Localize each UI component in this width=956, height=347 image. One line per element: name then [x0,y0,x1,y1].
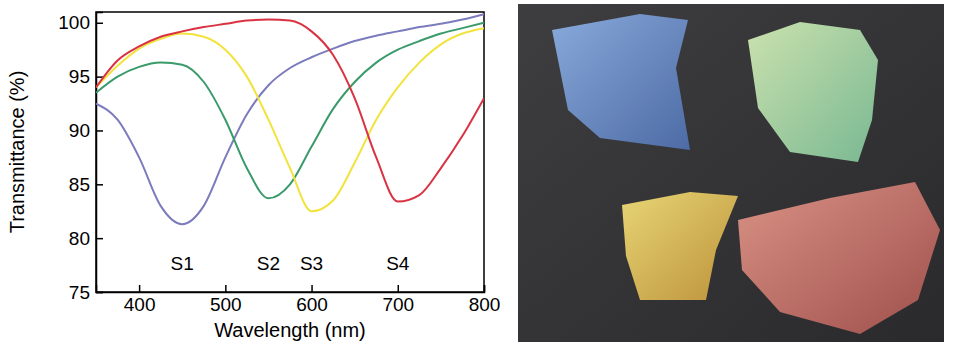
y-axis-title: Transmittance (%) [6,71,28,234]
y-tick: 100 [58,12,103,33]
x-tick-label: 600 [296,294,328,315]
photo [518,4,944,342]
x-axis: 400 500 600 700 800 [97,285,501,315]
y-tick: 90 [69,120,103,141]
plot-frame [96,12,484,292]
y-tick-mark [96,184,103,186]
series-label: S2 [257,253,280,274]
series-label: S4 [386,253,410,274]
x-tick-label: 700 [382,294,414,315]
x-tick-mark [484,285,486,292]
y-tick-label: 90 [69,120,90,141]
x-tick-label: 800 [469,294,501,315]
x-tick-mark [139,285,141,292]
y-tick-label: 75 [69,282,90,303]
fragment-red [738,182,940,334]
plot-area [96,14,484,224]
photo-background [518,4,944,342]
x-tick: 500 [210,285,242,315]
x-tick: 800 [469,285,501,315]
y-tick: 80 [69,228,103,249]
chart-svg: 400 500 600 700 800 75 80 85 90 95 100 Wavelength (… [0,0,956,347]
x-tick: 400 [124,285,156,315]
x-tick: 600 [296,285,328,315]
fragment-yellow [622,192,738,300]
x-axis-line [97,285,485,293]
y-tick-mark [96,23,103,25]
fragment-blue [552,14,690,150]
series-label: S1 [171,253,194,274]
series-line [96,28,484,211]
y-tick-label: 85 [69,174,90,195]
x-tick-mark [398,285,400,292]
y-tick-label: 100 [58,12,90,33]
y-tick-mark [96,238,103,240]
x-tick-mark [311,285,313,292]
x-tick: 700 [382,285,414,315]
y-tick: 85 [69,174,103,195]
y-tick: 75 [69,282,103,303]
series-line [96,23,484,199]
y-axis: 75 80 85 90 95 100 [58,12,103,302]
x-tick-label: 400 [124,294,156,315]
y-tick-label: 95 [69,66,90,87]
x-tick-mark [225,285,227,292]
fragment-green [748,22,878,162]
y-tick-label: 80 [69,228,90,249]
x-tick-label: 500 [210,294,242,315]
y-tick-mark [96,130,103,132]
x-axis-title: Wavelength (nm) [214,319,366,341]
series-line [96,20,484,202]
y-axis-line [97,13,104,293]
series-line [96,14,484,224]
y-tick-mark [96,292,103,294]
series-label: S3 [300,253,323,274]
